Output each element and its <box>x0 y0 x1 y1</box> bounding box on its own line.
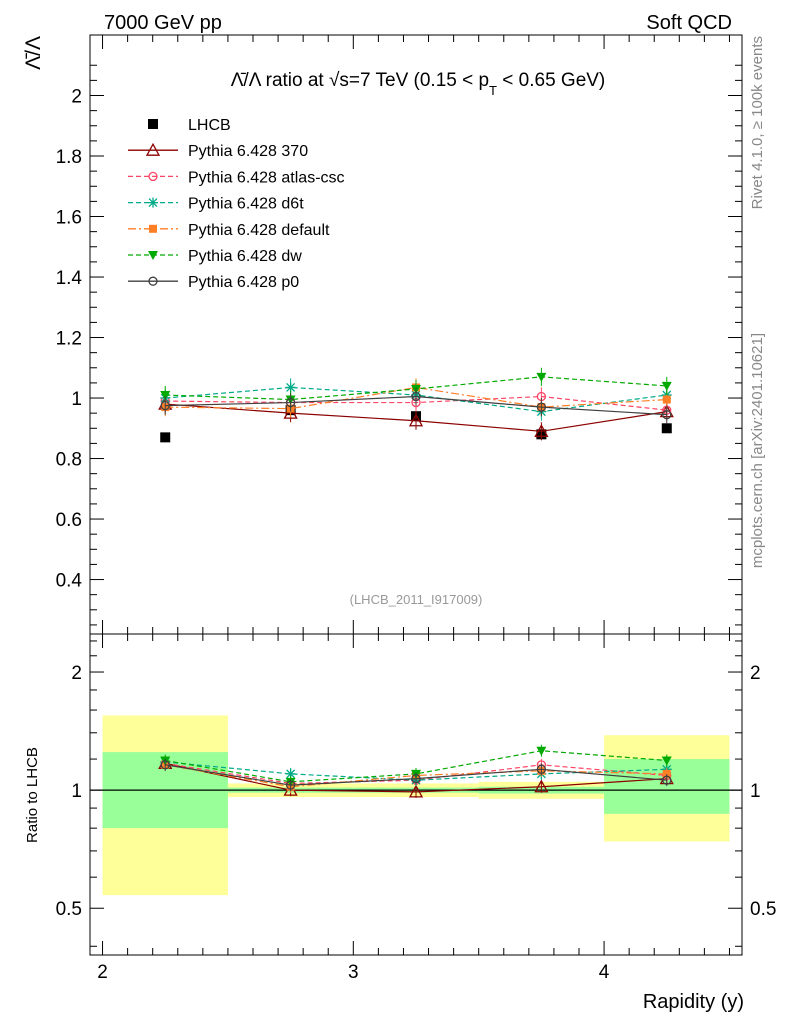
legend: LHCB Pythia 6.428 370 Pythia 6.428 atlas-c… <box>128 117 345 291</box>
point-p370 <box>408 413 424 427</box>
legend-label-default: Pythia 6.428 default <box>188 222 330 239</box>
top-y-tick-label: 2 <box>71 87 82 108</box>
ratio-point-default <box>662 769 671 778</box>
top-y-tick-label: 1.6 <box>56 208 82 229</box>
ratio-point-p370 <box>408 784 424 798</box>
ratio-point-p0 <box>285 780 296 790</box>
ratio-point-dw <box>536 746 547 756</box>
top-y-tick-label: 1.2 <box>56 329 82 350</box>
point-p0 <box>536 402 547 412</box>
legend-marker-default <box>149 224 157 233</box>
top-y-tick-label: 1.4 <box>56 268 83 289</box>
point-p0 <box>662 410 672 420</box>
top-y-axis-title: Λ̄/Λ <box>22 36 45 70</box>
ratio-y-tick-label: 0.5 <box>56 899 82 920</box>
legend-marker-d6t <box>148 197 158 208</box>
point-p370 <box>534 423 549 437</box>
point-p370 <box>283 405 298 419</box>
x-tick-label: 2 <box>97 962 108 983</box>
legend-label-atlas: Pythia 6.428 atlas-csc <box>188 169 345 186</box>
point-d6t <box>285 382 296 393</box>
legend-label-d6t: Pythia 6.428 d6t <box>188 196 304 213</box>
point-data <box>661 423 672 434</box>
header-right-label: Soft QCD <box>646 12 732 34</box>
ratio-point-p0 <box>536 764 547 774</box>
rivet-label: Rivet 4.1.0, ≥ 100k events <box>749 36 766 209</box>
chart-title-tail: < 0.65 GeV) <box>497 70 605 91</box>
legend-marker-data <box>148 119 158 129</box>
ratio-y-tick-label: 2 <box>71 663 82 684</box>
point-dw <box>536 372 547 382</box>
x-axis-title: Rapidity (y) <box>643 991 744 1013</box>
ratio-point-p0 <box>160 760 170 770</box>
ratio-plot: 0.5 0.5 1 1 2 2 2 3 4 <box>56 633 776 983</box>
top-plot: 0.4 0.6 0.8 1 1.2 1.4 1.6 1.8 2 <box>56 34 743 635</box>
point-data <box>160 432 171 443</box>
ratio-point-p370 <box>534 779 549 793</box>
chart-title-main: Λ̄/Λ ratio at √s=7 TeV (0.15 < p <box>231 70 489 91</box>
top-y-tick-label: 1 <box>71 389 82 410</box>
x-tick-label: 4 <box>599 962 610 983</box>
legend-marker-p370 <box>145 142 161 156</box>
x-tick-label: 3 <box>348 962 359 983</box>
ratio-y-tick-label-right: 1 <box>750 781 761 802</box>
analysis-watermark: (LHCB_2011_I917009) <box>350 592 483 607</box>
top-y-tick-label: 0.4 <box>56 571 83 592</box>
point-p0 <box>411 391 421 402</box>
ratio-plot-frame <box>89 633 743 956</box>
ratio-line-default <box>165 764 667 788</box>
point-dw <box>661 381 672 391</box>
point-dw <box>160 391 171 401</box>
chart-title: Λ̄/Λ ratio at √s=7 TeV (0.15 < pT < 0.65… <box>231 70 606 98</box>
ratio-point-dw <box>661 756 672 766</box>
ratio-y-axis-title: Ratio to LHCB <box>24 747 41 843</box>
point-p0 <box>160 400 170 411</box>
ratio-point-p0 <box>662 775 672 785</box>
legend-marker-dw <box>148 251 158 260</box>
chart-title-sub: T <box>489 83 497 98</box>
header-left-label: 7000 GeV pp <box>104 12 222 34</box>
point-p0 <box>285 397 296 408</box>
point-default <box>662 395 671 404</box>
legend-label-dw: Pythia 6.428 dw <box>188 248 302 265</box>
legend-marker-p0 <box>148 276 158 286</box>
ratio-point-p0 <box>411 773 421 784</box>
legend-label-p0: Pythia 6.428 p0 <box>188 274 299 291</box>
mcplots-label: mcplots.cern.ch [arXiv:2401.10621] <box>749 333 766 568</box>
ratio-point-d6t <box>285 768 296 779</box>
ratio-y-tick-label-right: 0.5 <box>750 899 776 920</box>
legend-label-data: LHCB <box>188 117 231 134</box>
ratio-y-tick-label: 1 <box>71 781 82 802</box>
top-y-tick-label: 0.8 <box>56 450 82 471</box>
ratio-y-tick-label-right: 2 <box>750 663 761 684</box>
legend-label-p370: Pythia 6.428 370 <box>188 143 308 160</box>
top-y-tick-label: 0.6 <box>56 510 82 531</box>
legend-marker-atlas <box>148 171 158 182</box>
top-y-tick-label: 1.8 <box>56 147 82 168</box>
